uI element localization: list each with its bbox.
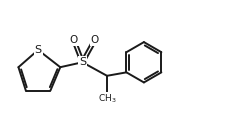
Text: S: S	[79, 57, 86, 67]
Text: CH$_3$: CH$_3$	[98, 93, 116, 105]
Text: O: O	[70, 35, 78, 45]
Text: S: S	[35, 45, 42, 55]
Text: O: O	[91, 35, 99, 45]
